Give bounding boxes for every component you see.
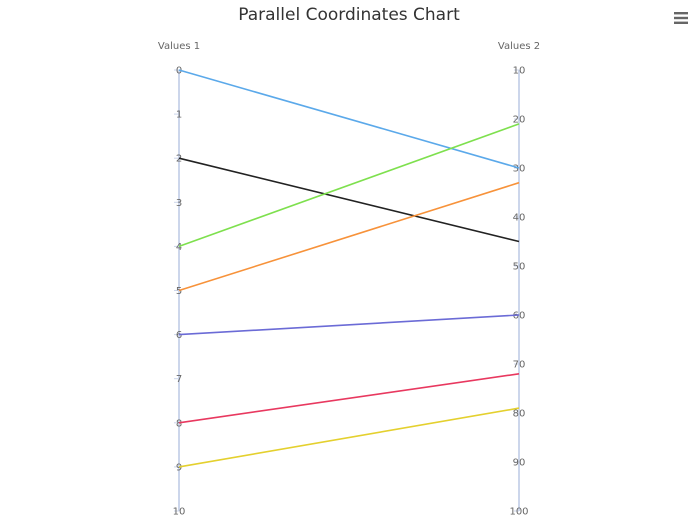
tick-label: 9	[176, 462, 182, 473]
series-line-1[interactable]	[178, 69, 520, 169]
tick-label: 5	[176, 286, 182, 297]
tick-label: 40	[513, 213, 526, 224]
tick-label: 2	[176, 154, 182, 165]
tick-label: 20	[513, 115, 526, 126]
chart-menu-button[interactable]	[668, 8, 694, 28]
tick-label: 80	[513, 409, 526, 420]
tick-label: 10	[173, 507, 186, 518]
tick-label: 3	[176, 198, 182, 209]
series-line-5[interactable]	[178, 314, 520, 336]
tick-label: 0	[176, 66, 182, 77]
tick-label: 30	[513, 164, 526, 175]
hamburger-menu-icon	[674, 12, 688, 15]
tick-label: 10	[513, 66, 526, 77]
tick-label: 6	[176, 330, 182, 341]
tick-label: 70	[513, 360, 526, 371]
series-line-4[interactable]	[178, 181, 520, 292]
axis-title-2: Values 2	[498, 41, 540, 52]
axes: Values 1 0 1 2 3 4 5 6 7 8 9 10 Values 2 10 20 30 40 50 60…	[158, 41, 540, 518]
series-line-3[interactable]	[178, 123, 520, 248]
axis-title-1: Values 1	[158, 41, 200, 52]
tick-label: 60	[513, 311, 526, 322]
tick-label: 1	[176, 110, 182, 121]
tick-label: 90	[513, 458, 526, 469]
tick-label: 4	[176, 242, 182, 253]
tick-label: 50	[513, 262, 526, 273]
hamburger-menu-icon	[674, 21, 688, 24]
series-line-2[interactable]	[178, 157, 520, 243]
chart-title: Parallel Coordinates Chart	[238, 5, 460, 25]
series-group	[178, 69, 520, 468]
tick-label: 8	[176, 418, 182, 429]
series-line-6[interactable]	[178, 373, 520, 424]
hamburger-menu-icon	[674, 16, 688, 20]
tick-label: 100	[509, 507, 528, 518]
tick-label: 7	[176, 374, 182, 385]
series-line-7[interactable]	[178, 407, 520, 468]
